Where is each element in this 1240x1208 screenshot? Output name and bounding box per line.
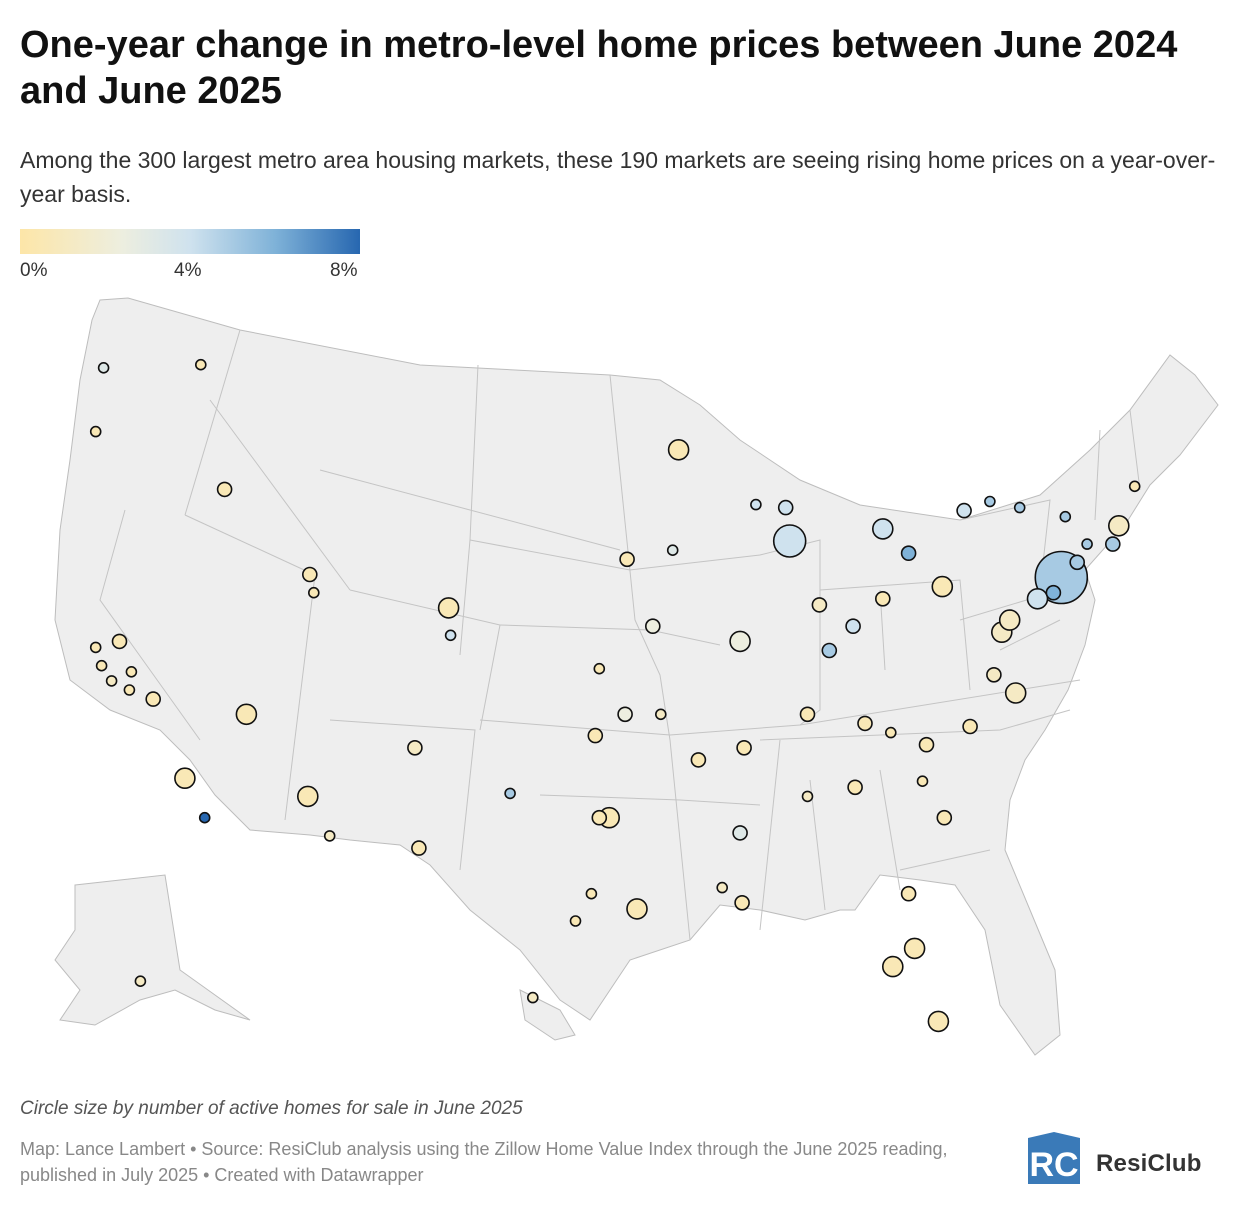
metro-circle[interactable] <box>591 809 608 826</box>
legend-label-min: 0% <box>20 260 48 281</box>
metro-circle[interactable] <box>1105 536 1121 552</box>
metro-circle[interactable] <box>777 499 794 516</box>
logo-letters: RC <box>1029 1146 1078 1184</box>
land-shapes <box>54 297 1219 1056</box>
resiclub-logo-icon: RC <box>1028 1132 1080 1184</box>
metro-circle[interactable] <box>772 524 807 558</box>
metro-circle[interactable] <box>1069 554 1085 571</box>
metro-circle[interactable] <box>569 915 582 927</box>
metro-circle[interactable] <box>900 885 917 902</box>
metro-circle[interactable] <box>111 633 128 650</box>
metro-circle[interactable] <box>956 502 972 519</box>
metro-circle[interactable] <box>750 498 762 511</box>
color-legend: 0% 4% 8% <box>20 229 360 285</box>
metro-circle[interactable] <box>411 840 427 856</box>
brand-name: ResiClub <box>1096 1150 1202 1177</box>
metro-circle[interactable] <box>626 898 648 920</box>
source-credit: Map: Lance Lambert • Source: ResiClub an… <box>20 1139 948 1185</box>
metro-circle[interactable] <box>323 830 336 842</box>
metro-circle[interactable] <box>811 597 828 613</box>
metro-circle[interactable] <box>1128 480 1141 493</box>
metro-circle[interactable] <box>123 684 136 696</box>
metro-circle[interactable] <box>585 887 598 900</box>
metro-circle[interactable] <box>593 662 606 675</box>
size-note: Circle size by number of active homes fo… <box>20 1098 523 1119</box>
metro-circle[interactable] <box>307 586 320 599</box>
metro-circle[interactable] <box>95 659 108 672</box>
metro-circle[interactable] <box>799 706 816 723</box>
metro-circle[interactable] <box>654 708 667 721</box>
chart-subtitle: Among the 300 largest metro area housing… <box>20 147 1216 207</box>
metro-circle[interactable] <box>235 703 258 726</box>
legend-label-mid: 4% <box>174 260 202 281</box>
metro-circle[interactable] <box>927 1010 950 1033</box>
alaska-outline <box>54 874 251 1026</box>
metro-circle[interactable] <box>1026 587 1049 610</box>
metro-circle[interactable] <box>936 809 953 826</box>
metro-circle[interactable] <box>690 752 707 768</box>
metro-circle[interactable] <box>666 544 679 557</box>
metro-circle[interactable] <box>732 825 748 841</box>
metro-circles <box>89 358 1141 1033</box>
metro-circle[interactable] <box>986 666 1002 683</box>
resiclub-brand[interactable]: RC ResiClub <box>1024 1130 1224 1186</box>
metro-circle[interactable] <box>874 590 891 607</box>
chart-title: One-year change in metro-level home pric… <box>20 24 1178 112</box>
metro-circle[interactable] <box>407 739 423 756</box>
metro-circle[interactable] <box>918 736 935 753</box>
metro-circle[interactable] <box>619 551 635 568</box>
metro-circle[interactable] <box>736 739 752 756</box>
metro-circle[interactable] <box>1108 515 1130 537</box>
metro-circle[interactable] <box>617 706 633 723</box>
metro-circle[interactable] <box>857 715 873 732</box>
metro-circle[interactable] <box>644 618 661 635</box>
metro-circle[interactable] <box>821 642 838 659</box>
metro-circle[interactable] <box>1013 501 1026 514</box>
metro-circle[interactable] <box>962 718 978 735</box>
metro-circle[interactable] <box>884 726 897 739</box>
metro-circle[interactable] <box>105 675 118 687</box>
us-map <box>54 297 1219 1056</box>
metro-circle[interactable] <box>89 425 102 438</box>
metro-circle[interactable] <box>1004 682 1027 704</box>
metro-circle[interactable] <box>526 991 539 1004</box>
metro-circle[interactable] <box>984 495 996 508</box>
metro-circle[interactable] <box>174 767 196 790</box>
metro-circle[interactable] <box>729 630 751 653</box>
metro-circle[interactable] <box>1045 584 1062 601</box>
metro-circle[interactable] <box>998 609 1021 631</box>
metro-circle[interactable] <box>97 362 110 374</box>
metro-circle[interactable] <box>845 618 861 635</box>
metro-circle[interactable] <box>881 955 904 978</box>
metro-circle[interactable] <box>871 518 894 540</box>
metro-circle[interactable] <box>134 975 147 988</box>
metro-circle[interactable] <box>801 790 814 803</box>
metro-circle[interactable] <box>667 439 690 461</box>
metro-circle[interactable] <box>734 894 750 911</box>
metro-circle[interactable] <box>89 641 102 654</box>
legend-gradient-bar <box>20 229 360 254</box>
legend-label-max: 8% <box>330 260 358 281</box>
metro-circle[interactable] <box>444 629 457 642</box>
metro-circle[interactable] <box>847 779 863 796</box>
metro-circle[interactable] <box>504 787 516 800</box>
conus-outline <box>54 297 1219 1056</box>
metro-circle[interactable] <box>195 358 207 371</box>
metro-circle[interactable] <box>903 937 926 960</box>
metro-circle[interactable] <box>145 691 161 707</box>
metro-circle[interactable] <box>216 481 233 498</box>
metro-circle[interactable] <box>198 811 211 824</box>
metro-circle[interactable] <box>1081 538 1093 550</box>
metro-circle[interactable] <box>900 545 917 562</box>
metro-circle[interactable] <box>437 597 460 619</box>
metro-circle[interactable] <box>931 575 954 598</box>
metro-circle[interactable] <box>296 785 319 808</box>
metro-circle[interactable] <box>587 727 604 744</box>
metro-circle[interactable] <box>916 775 929 788</box>
metro-circle[interactable] <box>716 881 729 894</box>
metro-circle[interactable] <box>1059 510 1072 523</box>
metro-circle[interactable] <box>301 566 318 583</box>
metro-circle[interactable] <box>125 665 138 678</box>
